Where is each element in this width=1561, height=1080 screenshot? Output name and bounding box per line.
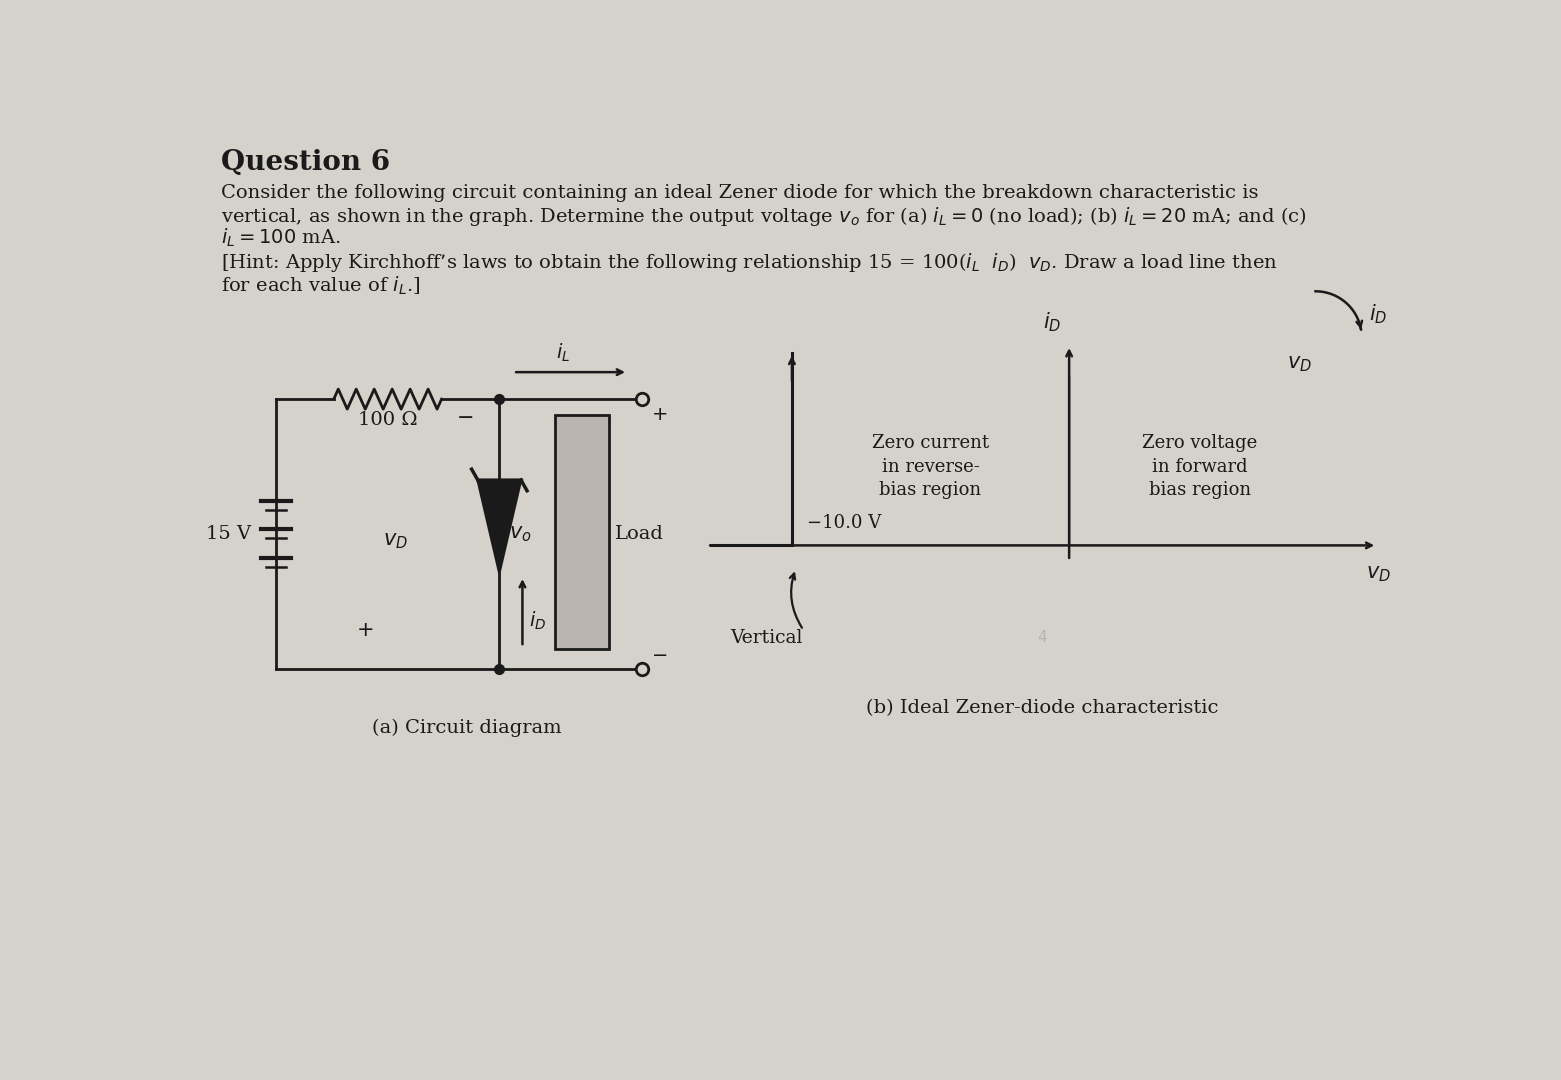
Bar xyxy=(554,415,609,649)
Text: $i_L = 100$ mA.: $i_L = 100$ mA. xyxy=(220,227,340,248)
Text: 100 Ω: 100 Ω xyxy=(357,411,417,430)
Text: for each value of $i_L$.]: for each value of $i_L$.] xyxy=(220,274,420,297)
Text: $-$: $-$ xyxy=(456,406,473,426)
Text: $i_D$: $i_D$ xyxy=(1043,310,1061,334)
Text: $i_L$: $i_L$ xyxy=(556,342,570,364)
Text: vertical, as shown in the graph. Determine the output voltage $v_o$ for (a) $i_L: vertical, as shown in the graph. Determi… xyxy=(220,205,1307,228)
Text: $v_D$: $v_D$ xyxy=(382,531,407,552)
Text: 4: 4 xyxy=(1038,631,1047,645)
Text: Load: Load xyxy=(615,525,663,543)
Text: $+$: $+$ xyxy=(356,620,373,640)
Text: (a) Circuit diagram: (a) Circuit diagram xyxy=(372,718,562,737)
Text: Zero current
in reverse-
bias region: Zero current in reverse- bias region xyxy=(873,434,990,499)
Text: $v_D$: $v_D$ xyxy=(1366,565,1391,584)
Text: $i_D$: $i_D$ xyxy=(529,609,546,632)
Text: $+$: $+$ xyxy=(651,405,668,424)
Text: $i_D$: $i_D$ xyxy=(1369,302,1388,326)
Text: (b) Ideal Zener-diode characteristic: (b) Ideal Zener-diode characteristic xyxy=(866,700,1219,717)
Text: [Hint: Apply Kirchhoff’s laws to obtain the following relationship 15 = 100($i_L: [Hint: Apply Kirchhoff’s laws to obtain … xyxy=(220,252,1277,274)
Text: 15 V: 15 V xyxy=(206,525,251,543)
Text: Consider the following circuit containing an ideal Zener diode for which the bre: Consider the following circuit containin… xyxy=(220,184,1258,202)
Text: $v_D$: $v_D$ xyxy=(1286,354,1311,374)
Text: −10.0 V: −10.0 V xyxy=(807,513,882,531)
Text: $-$: $-$ xyxy=(651,644,667,663)
Text: $v_o$: $v_o$ xyxy=(509,524,532,543)
Polygon shape xyxy=(478,480,521,572)
Text: Question 6: Question 6 xyxy=(220,149,390,176)
Text: Zero voltage
in forward
bias region: Zero voltage in forward bias region xyxy=(1143,434,1258,499)
Text: Vertical: Vertical xyxy=(731,629,802,647)
